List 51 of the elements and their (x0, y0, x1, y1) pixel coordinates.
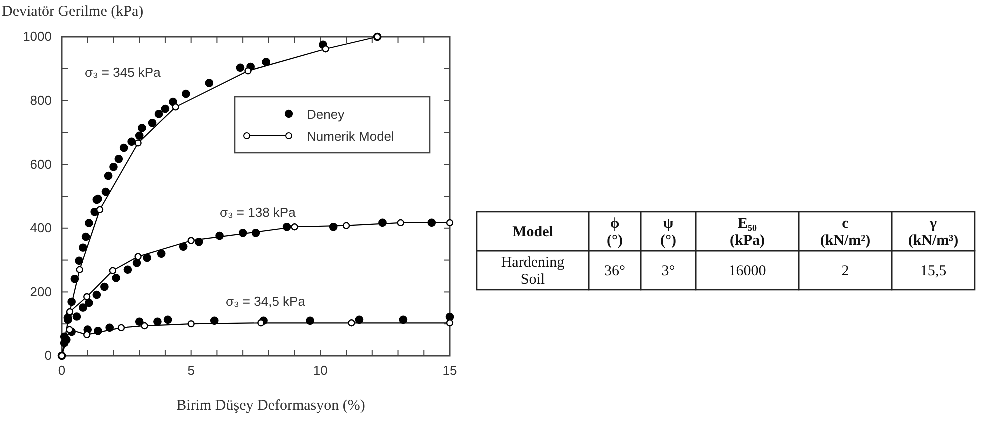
point (342, 222, 350, 230)
point (446, 320, 454, 327)
point (66, 326, 74, 334)
x-tick-label: 10 (313, 363, 328, 378)
category-label: ϕ (°) (607, 216, 623, 249)
point (134, 140, 142, 147)
annotation: σ₃ = 34,5 kPa (226, 294, 306, 309)
annotation: σ₃ = 345 kPa (85, 65, 162, 80)
legend-label: Deney (307, 107, 346, 122)
text: 15,5 (920, 264, 947, 280)
y-tick-label: 400 (30, 220, 52, 236)
point (397, 219, 404, 227)
point (291, 224, 298, 231)
y-tick-label: 1000 (23, 29, 52, 44)
point (84, 331, 91, 339)
point (76, 266, 84, 274)
x-axis-title: Birim Düşey Deformasyon (%) (176, 398, 366, 414)
annotation: σ₃ = 138 kPa (220, 205, 297, 220)
point (348, 320, 356, 327)
text: 2 (842, 264, 850, 280)
x-tick-label: 15 (442, 363, 458, 378)
point (84, 293, 91, 301)
point (188, 320, 195, 328)
point (322, 46, 330, 53)
y-tick-label: 200 (30, 284, 52, 300)
category-label: ψ (°) (660, 216, 676, 249)
point (244, 68, 252, 75)
point (446, 219, 454, 227)
point (109, 267, 117, 274)
y-tick-label: 0 (44, 348, 52, 364)
y-axis-title: Deviatör Gerilme (kPa) (2, 4, 144, 20)
x-tick-label: 0 (58, 363, 66, 378)
category-label: E₅₀ (kPa) (730, 216, 765, 249)
text: 36° (604, 264, 626, 280)
point (118, 324, 126, 332)
x-tick-label: 5 (188, 363, 195, 378)
y-tick-label: 800 (30, 92, 52, 108)
point (188, 237, 195, 244)
category-label: γ (kN/m³) (908, 216, 959, 249)
text: 16000 (728, 264, 766, 280)
point (141, 322, 148, 330)
text: Hardening Soil (501, 255, 565, 288)
category-label: c (kN/m²) (820, 216, 871, 249)
legend-label: Numerik Model (307, 129, 395, 144)
point (258, 320, 265, 327)
y-tick-label: 600 (30, 156, 52, 172)
text: 3° (662, 264, 676, 280)
point (134, 253, 142, 260)
point (96, 206, 104, 214)
category-label: Model (512, 224, 554, 240)
point (172, 104, 180, 111)
